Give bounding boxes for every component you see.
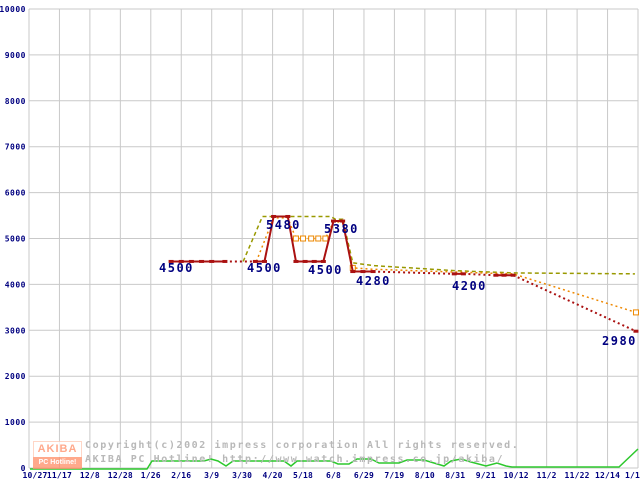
red-low-price-marker — [451, 272, 457, 276]
red-low-price-marker — [320, 259, 326, 263]
y-axis-tick-label: 1000 — [5, 418, 26, 427]
x-axis-tick-label: 10/12 — [504, 471, 529, 480]
y-axis-tick-label: 7000 — [5, 143, 26, 152]
x-axis-tick-label: 1/11 — [625, 471, 640, 480]
red-low-price-marker — [285, 214, 291, 218]
orange-mid-price-marker — [292, 235, 299, 242]
x-axis-tick-label: 9/21 — [476, 471, 496, 480]
akiba-logo-subtitle: PC Hotline! — [33, 457, 82, 469]
y-axis-tick-label: 5000 — [5, 235, 26, 244]
red-low-price-marker — [501, 273, 507, 277]
x-axis-tick-label: 11/22 — [565, 471, 590, 480]
price-annotation-label: 2980 — [602, 334, 637, 348]
price-annotation-label: 5480 — [266, 218, 301, 232]
x-axis-tick-label: 5/18 — [293, 471, 313, 480]
red-low-price-line — [373, 270, 455, 275]
copyright-line-2: AKIBA PC Hotline! http://www.watch.impre… — [85, 454, 505, 465]
red-low-price-marker — [178, 259, 184, 263]
red-low-price-marker — [168, 259, 174, 263]
orange-mid-price-marker — [632, 309, 639, 316]
red-low-price-marker — [209, 259, 215, 263]
red-low-price-marker — [311, 259, 317, 263]
x-axis-tick-label: 8/31 — [445, 471, 465, 480]
orange-mid-price-marker — [322, 235, 329, 242]
x-axis-tick-label: 6/8 — [326, 471, 341, 480]
orange-mid-price-marker — [300, 235, 307, 242]
red-low-price-marker — [633, 329, 639, 333]
red-low-price-marker — [188, 259, 194, 263]
akiba-logo-wordmark: AKIBA — [33, 441, 82, 457]
y-axis-tick-label: 6000 — [5, 189, 26, 198]
x-axis-tick-label: 11/17 — [47, 471, 72, 480]
x-axis-tick-label: 11/2 — [537, 471, 557, 480]
y-axis-tick-label: 9000 — [5, 51, 26, 60]
akiba-pc-hotline-logo: AKIBA PC Hotline! — [33, 441, 82, 470]
y-axis-tick-label: 3000 — [5, 326, 26, 335]
y-axis-tick-label: 0 — [21, 464, 26, 473]
x-axis-tick-label: 1/26 — [141, 471, 161, 480]
y-axis-tick-label: 2000 — [5, 372, 26, 381]
y-axis-tick-label: 4000 — [5, 280, 26, 289]
red-low-price-marker — [350, 270, 356, 274]
red-low-price-marker — [261, 259, 267, 263]
red-low-price-marker — [252, 259, 258, 263]
x-axis-tick-label: 12/28 — [108, 471, 133, 480]
x-axis-tick-label: 8/10 — [415, 471, 435, 480]
price-annotation-label: 4200 — [452, 279, 487, 293]
olive-high-price-line — [242, 215, 635, 275]
price-annotation-label: 4280 — [356, 274, 391, 288]
red-low-price-line — [512, 274, 637, 333]
x-axis-tick-label: 3/9 — [204, 471, 219, 480]
red-low-price-marker — [340, 219, 346, 223]
x-axis-tick-label: 2/16 — [171, 471, 191, 480]
x-axis-tick-label: 10/27 — [22, 471, 47, 480]
red-low-price-marker — [360, 270, 366, 274]
red-low-price-marker — [271, 214, 277, 218]
x-axis-tick-label: 3/30 — [232, 471, 252, 480]
y-axis-tick-label: 8000 — [5, 97, 26, 106]
green-shop-trend-line — [30, 448, 639, 470]
red-low-price-marker — [331, 219, 336, 223]
red-low-price-marker — [293, 259, 299, 263]
price-annotation-label: 5380 — [324, 222, 359, 236]
red-low-price-line — [463, 272, 496, 277]
x-axis-tick-label: 6/29 — [354, 471, 374, 480]
copyright-line-1: Copyright(c)2002 impress corporation All… — [85, 440, 520, 451]
price-annotation-label: 4500 — [247, 261, 282, 275]
x-axis-tick-label: 4/20 — [263, 471, 283, 480]
red-low-price-marker — [302, 259, 308, 263]
red-low-price-marker — [199, 259, 205, 263]
x-axis-tick-label: 12/8 — [80, 471, 100, 480]
price-annotation-label: 4500 — [159, 261, 194, 275]
price-annotation-label: 4500 — [308, 263, 343, 277]
x-axis-tick-label: 12/14 — [595, 471, 620, 480]
y-axis-tick-label: 10000 — [0, 5, 26, 14]
red-low-price-marker — [493, 273, 499, 277]
orange-mid-price-marker — [308, 235, 315, 242]
orange-mid-price-marker — [315, 235, 322, 242]
x-axis-tick-label: 7/19 — [384, 471, 404, 480]
